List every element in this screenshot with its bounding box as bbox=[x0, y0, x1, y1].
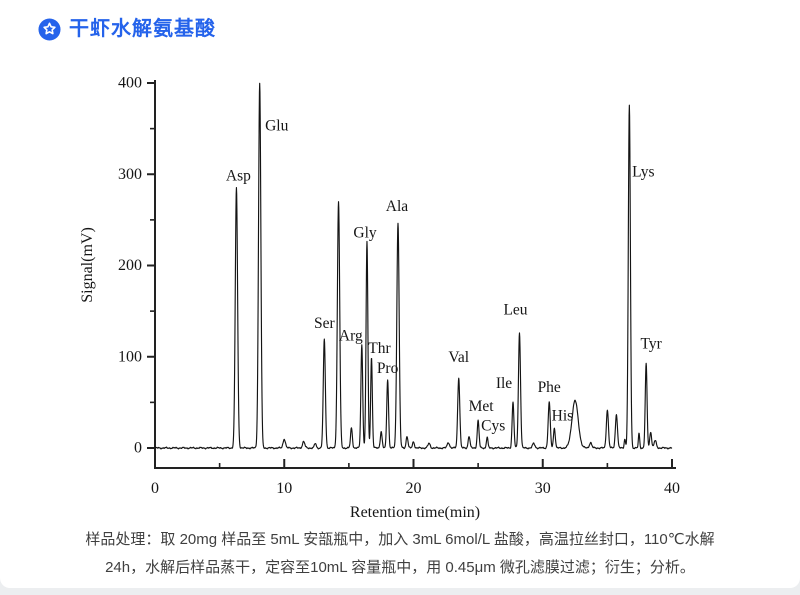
svg-text:100: 100 bbox=[118, 348, 142, 365]
peak-label-leu: Leu bbox=[503, 302, 527, 319]
peak-label-arg: Arg bbox=[339, 327, 363, 344]
x-axis-title: Retention time(min) bbox=[350, 504, 480, 521]
peak-label-gly: Gly bbox=[353, 224, 377, 241]
chromatogram-trace bbox=[154, 82, 673, 450]
star-badge-icon bbox=[38, 18, 61, 41]
caption-line-2: 24h，水解后样品蒸干，定容至10mL 容量瓶中，用 0.45μm 微孔滤膜过滤… bbox=[105, 559, 695, 576]
svg-text:0: 0 bbox=[134, 440, 142, 457]
peak-label-ile: Ile bbox=[496, 375, 512, 392]
chromatogram-chart: 0 100 200 300 400 0 10 20 30 40 Signal(mV) Retentio… bbox=[72, 62, 732, 524]
caption-line-1: 样品处理：取 20mg 样品至 5mL 安瓿瓶中，加入 3mL 6mol/L 盐… bbox=[85, 531, 715, 548]
svg-text:400: 400 bbox=[118, 75, 142, 92]
peak-label-val: Val bbox=[448, 349, 469, 366]
peak-label-phe: Phe bbox=[538, 379, 561, 396]
peak-label-cys: Cys bbox=[481, 418, 505, 435]
peak-label-asp: Asp bbox=[226, 167, 251, 184]
peak-label-glu: Glu bbox=[265, 118, 289, 135]
svg-text:300: 300 bbox=[118, 166, 142, 183]
peak-label-thr: Thr bbox=[368, 340, 391, 357]
page-title: 干虾水解氨基酸 bbox=[69, 18, 216, 40]
svg-text:0: 0 bbox=[151, 480, 159, 497]
svg-text:10: 10 bbox=[276, 480, 292, 497]
peak-label-pro: Pro bbox=[377, 360, 399, 377]
svg-text:20: 20 bbox=[406, 480, 422, 497]
svg-text:200: 200 bbox=[118, 257, 142, 274]
peak-label-his: His bbox=[552, 407, 574, 424]
peak-label-lys: Lys bbox=[632, 163, 654, 180]
peak-label-ser: Ser bbox=[314, 315, 336, 332]
svg-text:30: 30 bbox=[535, 480, 551, 497]
y-axis-title: Signal(mV) bbox=[79, 227, 96, 303]
peak-label-ala: Ala bbox=[386, 198, 409, 215]
peak-label-tyr: Tyr bbox=[640, 336, 662, 353]
peak-label-met: Met bbox=[469, 398, 495, 415]
sample-prep-caption: 样品处理：取 20mg 样品至 5mL 安瓿瓶中，加入 3mL 6mol/L 盐… bbox=[40, 526, 760, 582]
svg-text:40: 40 bbox=[664, 480, 680, 497]
chromatogram-svg: 0 100 200 300 400 0 10 20 30 40 Signal(mV) Retentio… bbox=[79, 75, 680, 522]
page-header: 干虾水解氨基酸 bbox=[38, 18, 216, 41]
axes: 0 100 200 300 400 0 10 20 30 40 Signal(mV) Retentio… bbox=[79, 75, 680, 522]
